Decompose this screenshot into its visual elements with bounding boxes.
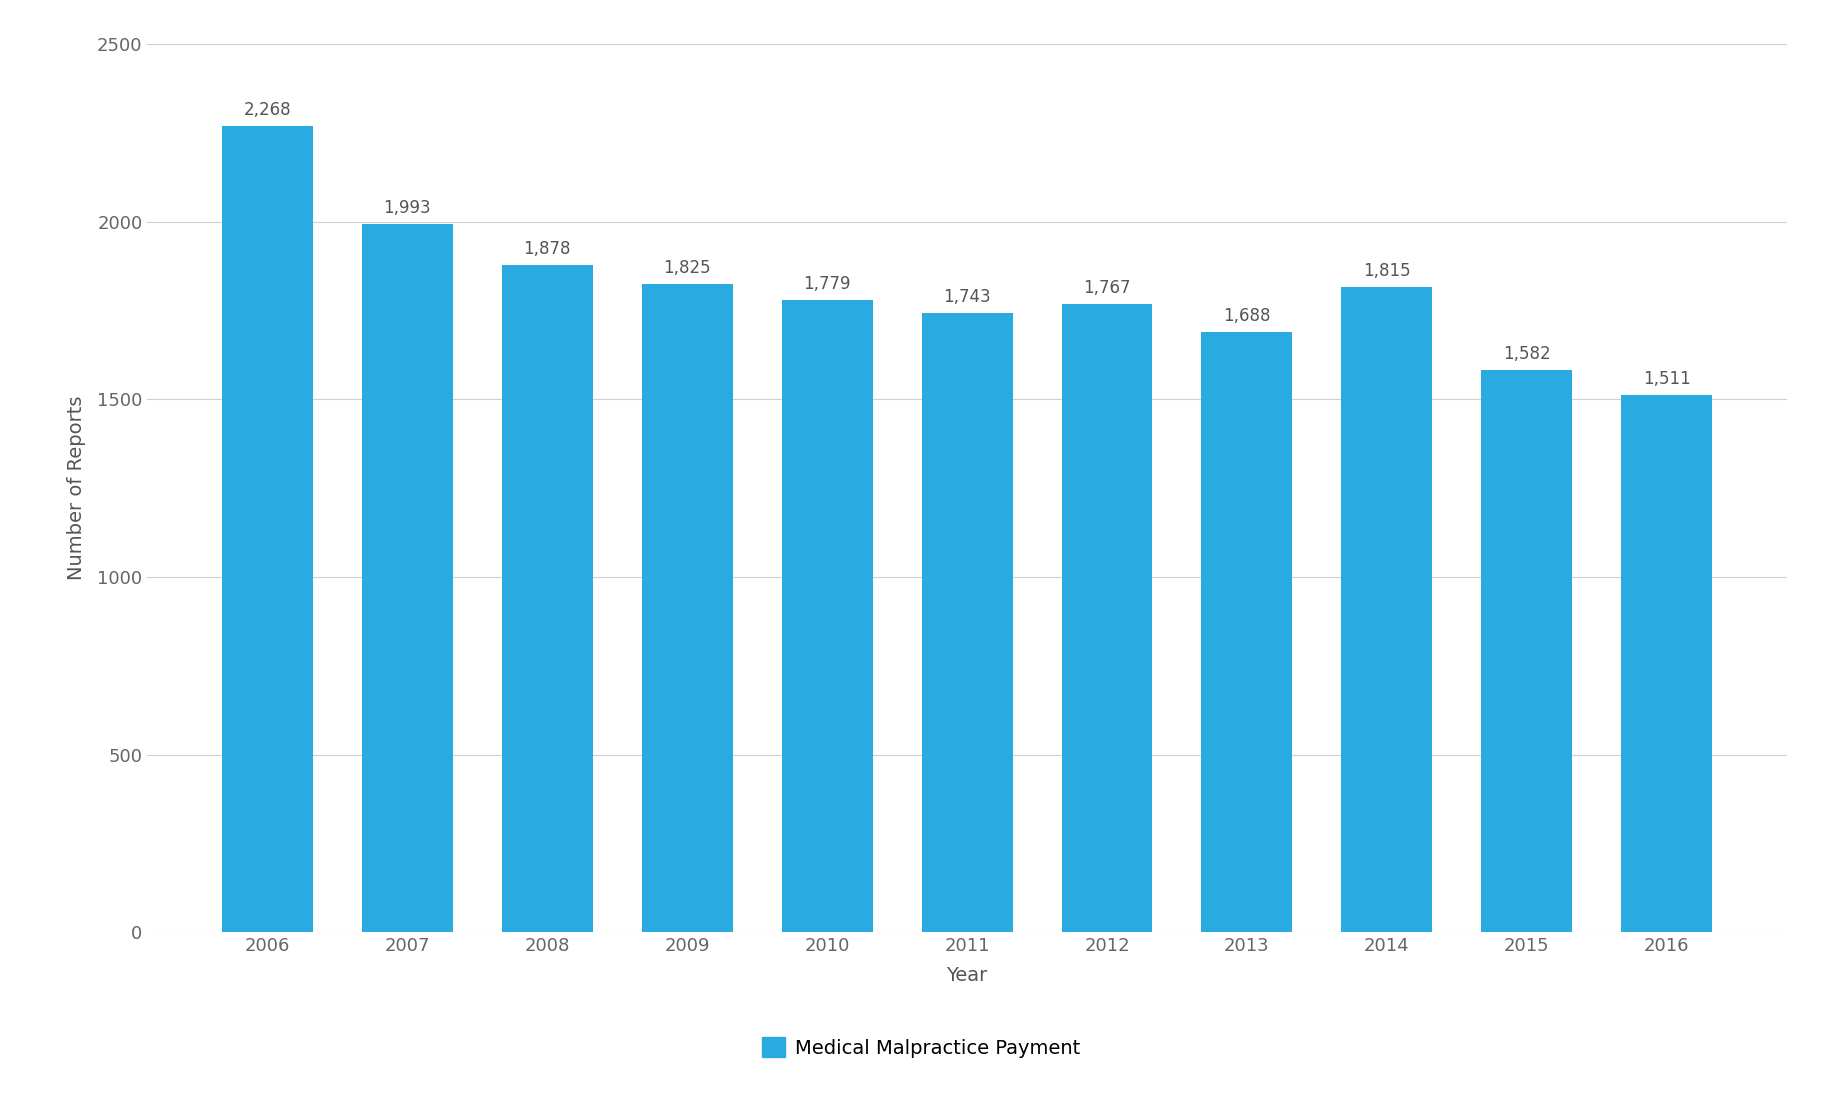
Text: 1,825: 1,825 [663,259,711,276]
Bar [1061,304,1153,932]
Text: 1,815: 1,815 [1363,262,1411,280]
Bar [1201,332,1293,932]
Bar [361,224,453,932]
Bar [1621,395,1713,932]
Bar [221,126,313,932]
Text: 1,582: 1,582 [1503,346,1551,363]
Bar [781,301,873,932]
Text: 1,779: 1,779 [803,275,851,293]
Text: 1,993: 1,993 [383,199,431,217]
Legend: Medical Malpractice Payment: Medical Malpractice Payment [753,1029,1089,1065]
Text: 2,268: 2,268 [243,101,291,120]
Text: 1,878: 1,878 [523,240,571,258]
X-axis label: Year: Year [947,966,987,985]
Y-axis label: Number of Reports: Number of Reports [66,396,87,580]
Text: 1,511: 1,511 [1643,371,1691,388]
Text: 1,767: 1,767 [1083,280,1131,297]
Bar [641,284,733,932]
Text: 1,743: 1,743 [943,287,991,306]
Text: 1,688: 1,688 [1223,307,1271,326]
Bar [1341,287,1433,932]
Bar [921,313,1013,932]
Bar [501,265,593,932]
Bar [1481,370,1573,932]
